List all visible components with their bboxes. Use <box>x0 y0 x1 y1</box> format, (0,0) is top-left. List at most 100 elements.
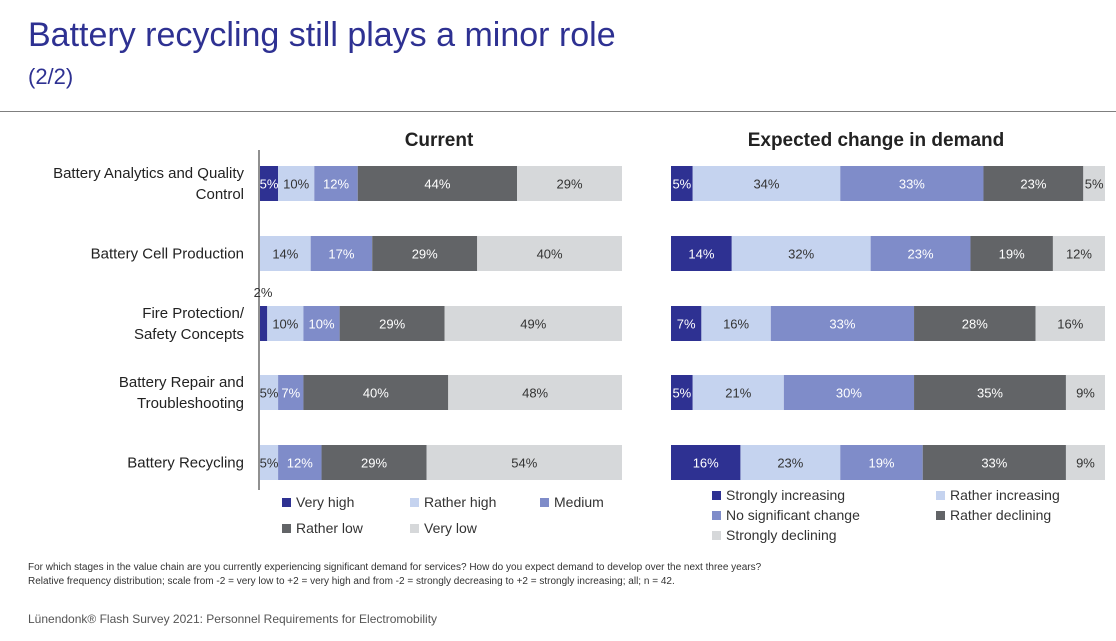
legend-label: Rather increasing <box>950 487 1060 503</box>
category-label: Control <box>196 186 244 203</box>
data-label: 29% <box>412 247 438 262</box>
header-divider <box>0 111 1116 112</box>
legend-label: Strongly declining <box>726 527 837 543</box>
bar-segment <box>278 445 322 480</box>
legend-swatch <box>712 531 721 540</box>
bar-segment <box>1035 306 1105 341</box>
data-label: 23% <box>777 456 803 471</box>
data-label: 23% <box>908 247 934 262</box>
bar-segment <box>922 445 1066 480</box>
bar-segment <box>692 375 784 410</box>
data-label: 21% <box>725 386 751 401</box>
bar-segment <box>278 166 315 201</box>
legend-swatch <box>410 498 419 507</box>
bar-segment <box>1052 236 1105 271</box>
data-label: 40% <box>363 386 389 401</box>
legend-label: Very low <box>424 520 478 536</box>
bar-segment <box>770 306 915 341</box>
bar-segment <box>671 306 702 341</box>
bar-segment <box>303 306 340 341</box>
data-label: 7% <box>677 317 696 332</box>
category-label: Fire Protection/ <box>142 305 245 322</box>
data-label: 16% <box>1057 317 1083 332</box>
data-label: 2% <box>254 285 273 300</box>
legend-label: Rather high <box>424 494 496 510</box>
legend-label: No significant change <box>726 507 860 523</box>
bar-segment <box>303 375 449 410</box>
data-label: 48% <box>522 386 548 401</box>
bar-segment <box>339 306 445 341</box>
bar-segment <box>1083 166 1105 201</box>
legend-label: Medium <box>554 494 604 510</box>
bar-segment <box>444 306 622 341</box>
data-label: 16% <box>723 317 749 332</box>
data-label: 28% <box>962 317 988 332</box>
bar-segment <box>357 166 518 201</box>
data-label: 5% <box>672 177 691 192</box>
category-label: Safety Concepts <box>134 326 244 343</box>
data-label: 14% <box>688 247 714 262</box>
legend-label: Very high <box>296 494 354 510</box>
data-label: 10% <box>309 317 335 332</box>
page-title: Battery recycling still plays a minor ro… <box>28 16 616 54</box>
legend-swatch <box>936 491 945 500</box>
data-label: 5% <box>260 177 279 192</box>
data-label: 5% <box>260 386 279 401</box>
bar-segment <box>731 236 871 271</box>
legend-swatch <box>936 511 945 520</box>
footnote-method: Relative frequency distribution; scale f… <box>28 576 675 587</box>
bar-segment <box>314 166 358 201</box>
data-label: 5% <box>672 386 691 401</box>
data-label: 29% <box>361 456 387 471</box>
data-label: 10% <box>272 317 298 332</box>
data-label: 7% <box>281 386 300 401</box>
data-label: 17% <box>328 247 354 262</box>
data-label: 12% <box>1066 247 1092 262</box>
bar-segment <box>783 375 915 410</box>
data-label: 29% <box>379 317 405 332</box>
legend-label: Rather declining <box>950 507 1051 523</box>
category-label: Troubleshooting <box>137 395 244 412</box>
bar-segment <box>914 375 1066 410</box>
bar-segment <box>1065 445 1105 480</box>
bar-segment <box>517 166 622 201</box>
data-label: 19% <box>868 456 894 471</box>
category-label: Battery Analytics and Quality <box>53 165 244 182</box>
bar-segment <box>448 375 622 410</box>
data-label: 32% <box>788 247 814 262</box>
chart-title: Current <box>405 130 474 151</box>
data-label: 23% <box>1020 177 1046 192</box>
data-label: 19% <box>999 247 1025 262</box>
bar-segment <box>260 375 279 410</box>
bar-segment <box>740 445 841 480</box>
bar-segment <box>671 445 741 480</box>
data-label: 54% <box>511 456 537 471</box>
data-label: 49% <box>520 317 546 332</box>
data-label: 10% <box>283 177 309 192</box>
bar-segment <box>914 306 1036 341</box>
data-label: 33% <box>899 177 925 192</box>
data-label: 35% <box>977 386 1003 401</box>
bar-segment <box>260 445 279 480</box>
bar-segment <box>372 236 478 271</box>
data-label: 40% <box>537 247 563 262</box>
data-label: 14% <box>272 247 298 262</box>
bar-segment <box>692 166 841 201</box>
bar-segment <box>983 166 1084 201</box>
data-label: 30% <box>836 386 862 401</box>
category-label: Battery Repair and <box>119 374 244 391</box>
bar-segment <box>701 306 771 341</box>
bar-segment <box>671 166 693 201</box>
stacked-bar-charts: Battery Analytics and Quality Control Batt… <box>53 130 1105 543</box>
data-label: 29% <box>556 177 582 192</box>
legend-label: Rather low <box>296 520 364 536</box>
data-label: 34% <box>753 177 779 192</box>
bar-segment <box>260 306 268 341</box>
data-label: 5% <box>1085 177 1104 192</box>
legend-swatch <box>540 498 549 507</box>
bar-segment <box>970 236 1053 271</box>
legend-swatch <box>712 491 721 500</box>
bar-segment <box>260 236 311 271</box>
bar-segment <box>477 236 622 271</box>
page-subtitle: (2/2) <box>28 64 74 89</box>
